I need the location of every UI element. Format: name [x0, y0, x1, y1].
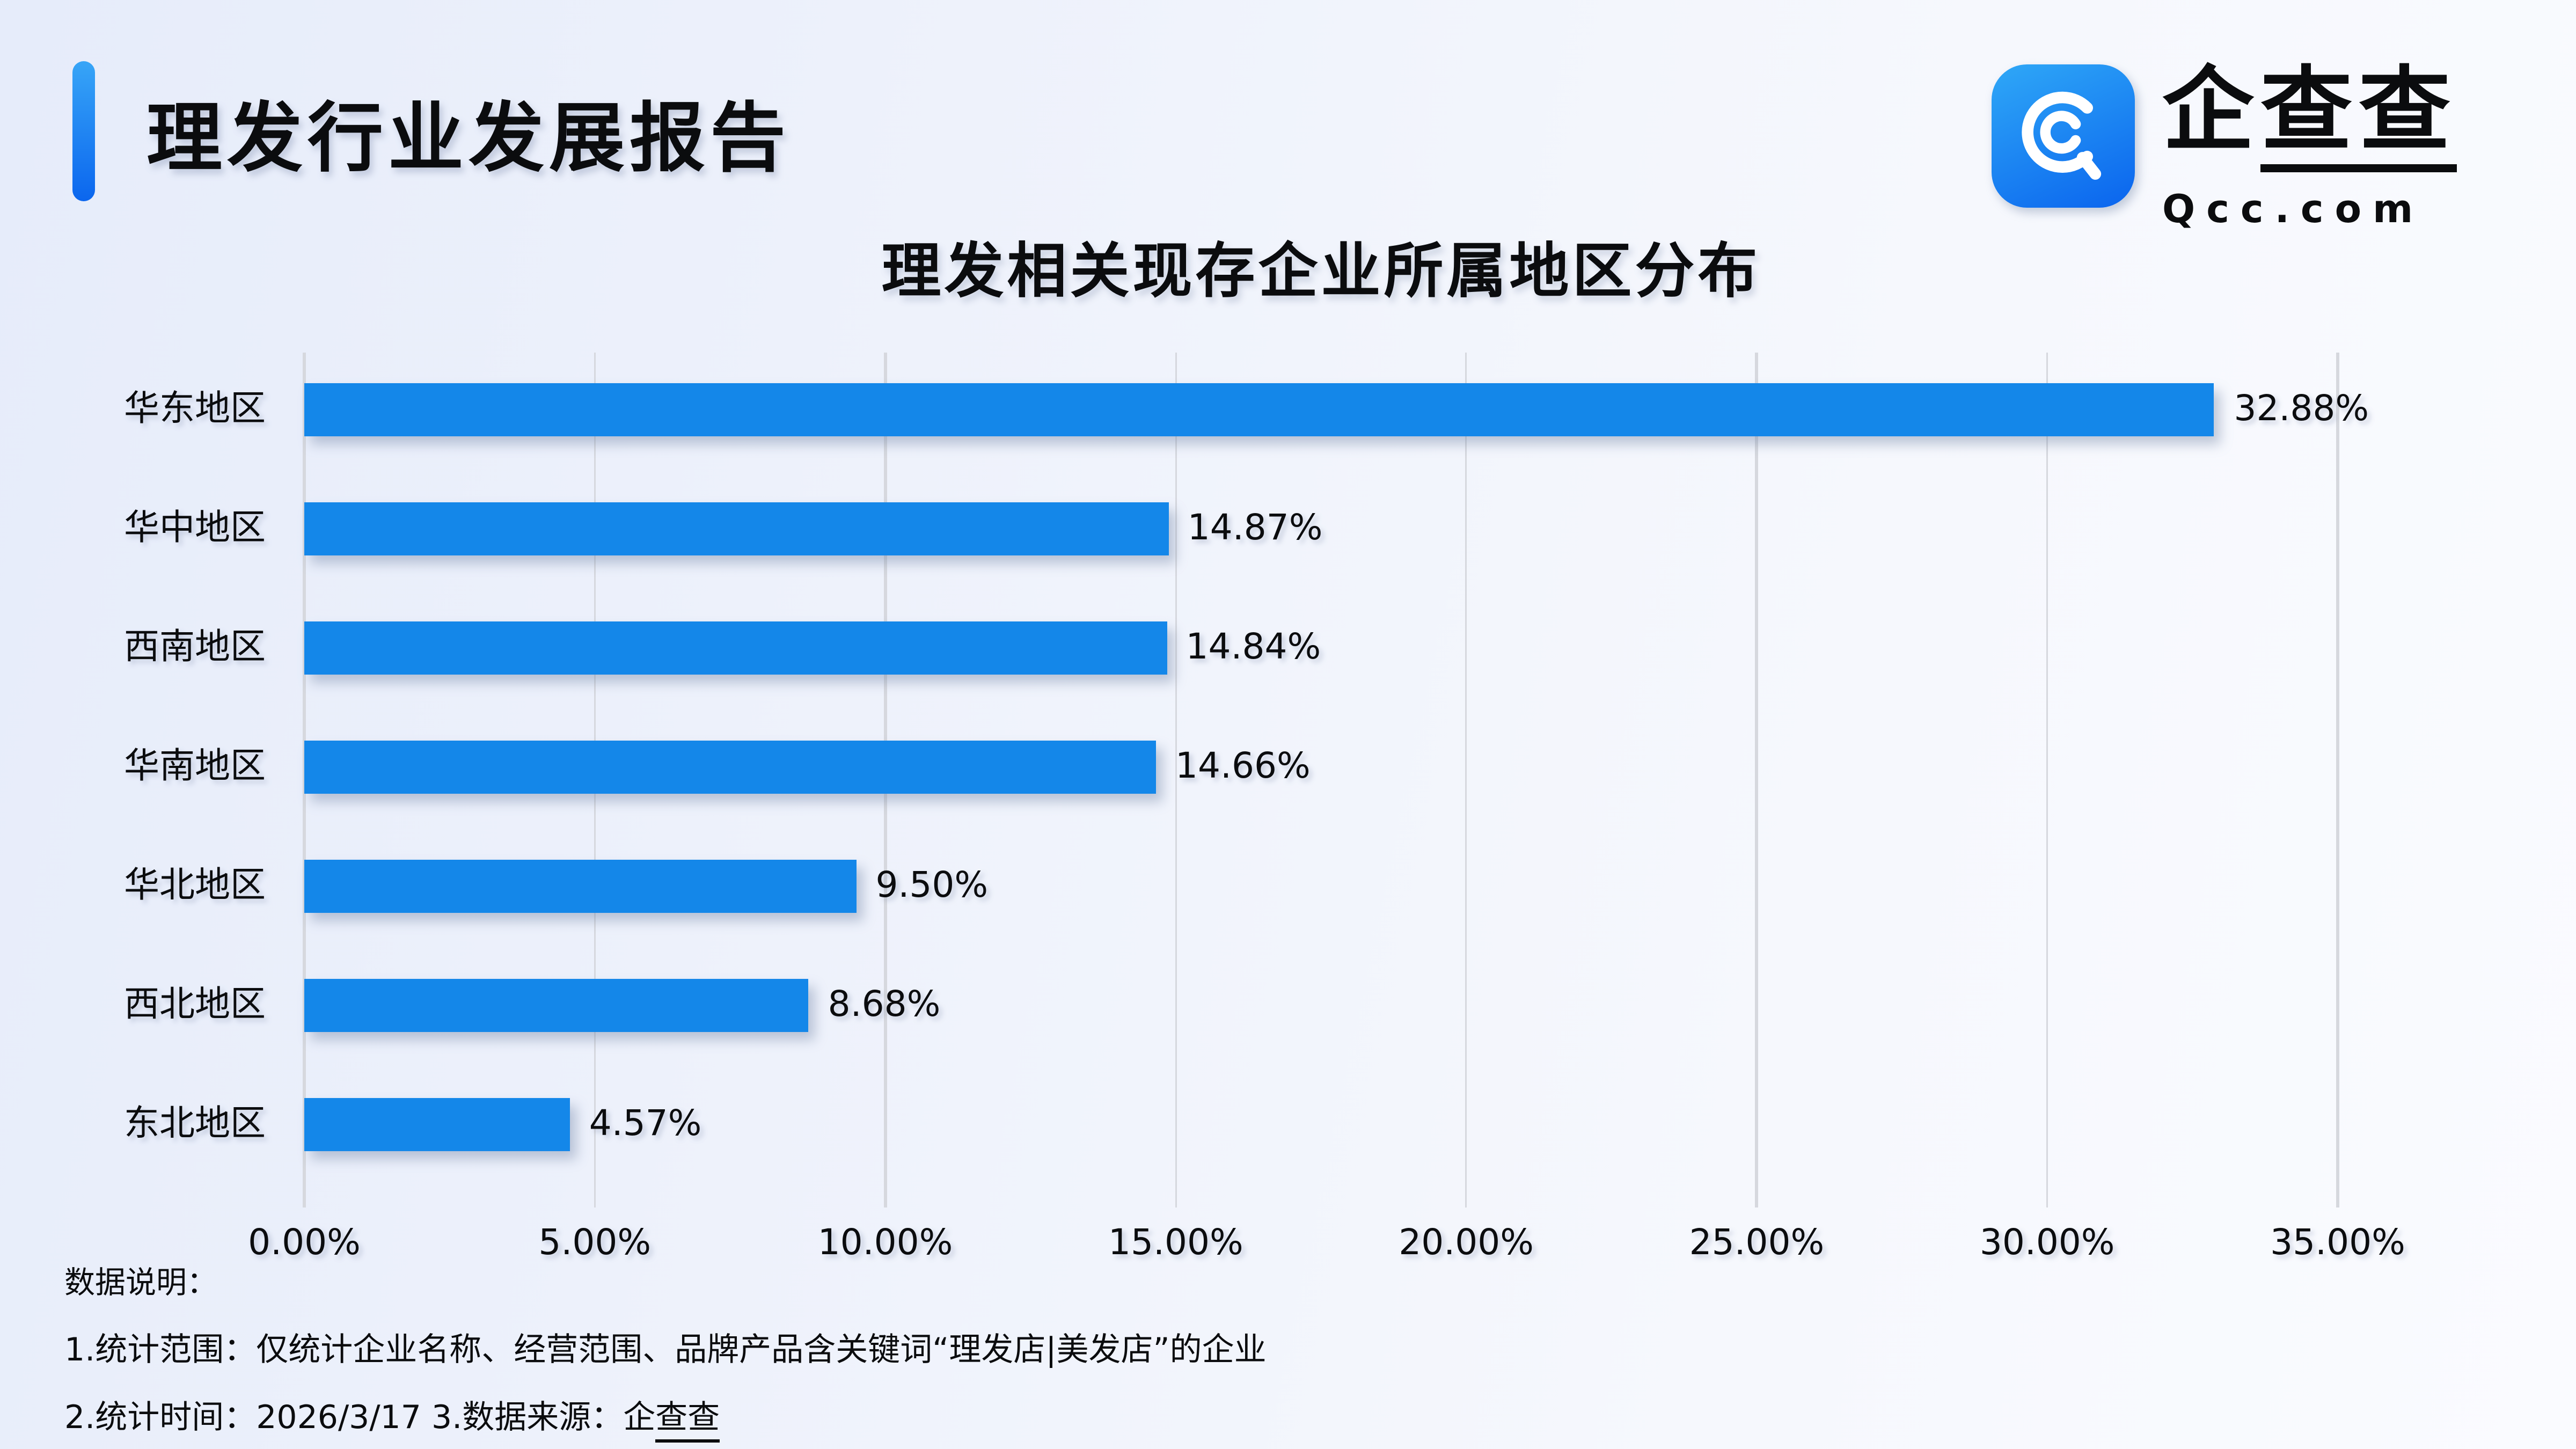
qcc-logo-text-block: 企查查 Qcc.com	[2162, 63, 2457, 232]
bar-华南地区	[304, 741, 1157, 794]
category-label: 华北地区	[123, 866, 266, 906]
x-tick-label: 0.00%	[248, 1224, 361, 1264]
gridline	[2046, 353, 2048, 1208]
title-accent-bar	[72, 61, 95, 201]
qcc-logo-name-underlined: 查查	[2260, 63, 2457, 172]
value-label: 32.88%	[2234, 390, 2369, 430]
x-tick-label: 30.00%	[1979, 1224, 2115, 1264]
x-tick-label: 10.00%	[817, 1224, 953, 1264]
note-line-2-prefix: 2.统计时间：2026/3/17 3.数据来源：	[64, 1397, 624, 1436]
qcc-logo-tile	[1992, 64, 2135, 208]
bar-东北地区	[304, 1098, 570, 1151]
value-label: 9.50%	[875, 866, 989, 906]
notes-heading: 数据说明：	[64, 1265, 218, 1301]
category-label: 西南地区	[123, 628, 266, 668]
x-tick-label: 5.00%	[538, 1224, 652, 1264]
note-line-2: 2.统计时间：2026/3/17 3.数据来源：企查查	[64, 1391, 720, 1443]
x-axis: 0.00% 5.00% 10.00% 15.00% 20.00% 25.00% 30.00%…	[248, 1224, 2405, 1272]
bar-西南地区	[304, 621, 1167, 675]
value-label: 14.66%	[1175, 747, 1311, 787]
chart-title: 理发相关现存企业所属地区分布	[881, 237, 1761, 306]
qcc-logo-domain: Qcc.com	[2162, 186, 2425, 232]
x-tick-label: 20.00%	[1399, 1224, 1534, 1264]
value-label: 14.84%	[1185, 628, 1321, 668]
bar-西北地区	[304, 979, 809, 1032]
bar-华东地区	[304, 383, 2215, 436]
qcc-logo: 企查查 Qcc.com	[1992, 63, 2457, 232]
note-source-plain: 企	[623, 1397, 656, 1436]
x-tick-label: 15.00%	[1108, 1224, 1243, 1264]
gridline	[1174, 353, 1177, 1208]
x-tick-label: 25.00%	[1689, 1224, 1825, 1264]
value-label: 14.87%	[1187, 509, 1323, 549]
page-title: 理发行业发展报告	[147, 95, 791, 184]
qcc-magnifier-icon	[2021, 91, 2101, 179]
gridline	[1465, 353, 1468, 1208]
note-source-underlined: 查查	[655, 1391, 720, 1443]
category-label: 西北地区	[123, 985, 266, 1026]
category-label: 华东地区	[123, 390, 266, 430]
plot-area: 华东地区 32.88% 华中地区 14.87% 西南地区 14.84% 华南地区 14.66%…	[124, 353, 2369, 1208]
note-line-1: 1.统计范围：仅统计企业名称、经营范围、品牌产品含关键词“理发店|美发店”的企业	[64, 1330, 1267, 1368]
qcc-logo-name: 企查查	[2162, 63, 2457, 172]
gridline	[2336, 353, 2339, 1208]
category-label: 华中地区	[123, 509, 266, 549]
value-label: 8.68%	[828, 985, 941, 1026]
category-label: 华南地区	[123, 747, 266, 787]
bar-华中地区	[304, 502, 1168, 555]
bar-华北地区	[304, 860, 857, 913]
value-label: 4.57%	[589, 1104, 702, 1145]
qcc-logo-name-plain: 企	[2162, 58, 2260, 164]
x-tick-label: 35.00%	[2270, 1224, 2405, 1264]
gridline	[1755, 353, 1758, 1208]
category-label: 东北地区	[123, 1104, 266, 1145]
